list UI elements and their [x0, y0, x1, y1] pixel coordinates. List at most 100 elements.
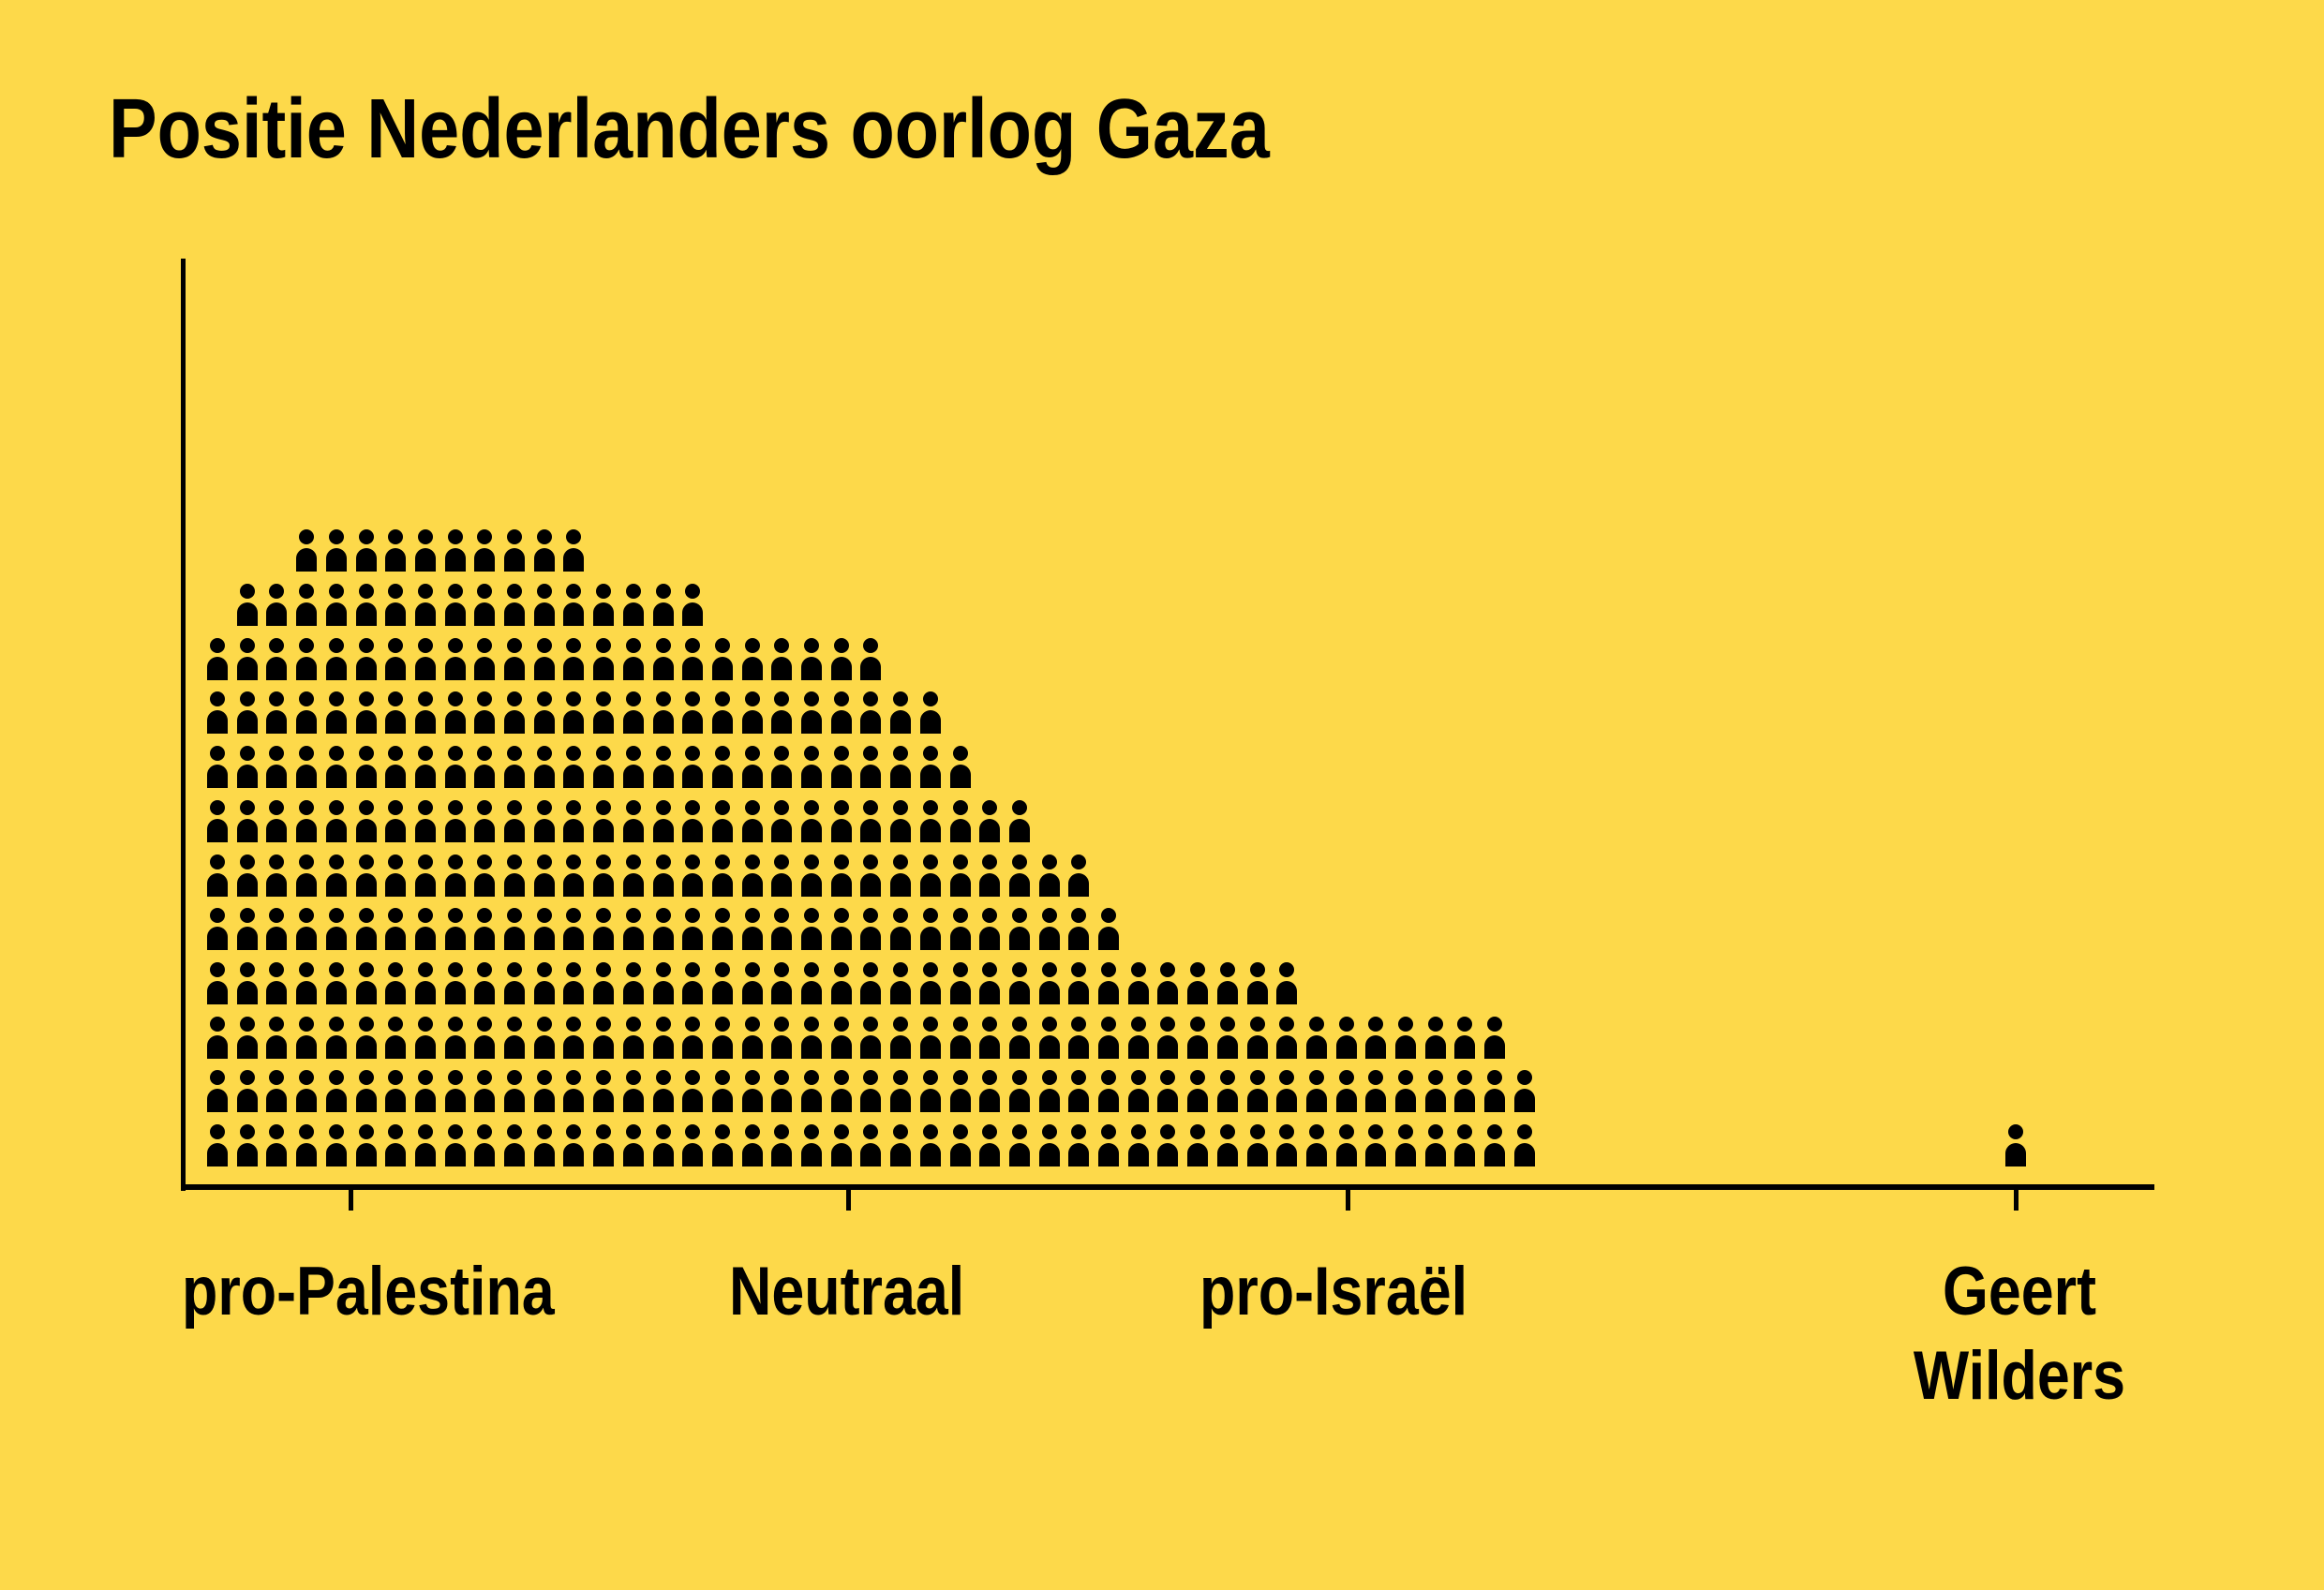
person-body-icon — [385, 818, 407, 842]
person-body-icon — [830, 872, 852, 897]
person-icon — [1038, 854, 1060, 897]
person-icon — [563, 691, 585, 735]
person-body-icon — [533, 548, 555, 572]
person-head-icon — [1130, 1070, 1146, 1086]
person-head-icon — [804, 691, 819, 707]
person-head-icon — [566, 746, 582, 762]
person-icon — [652, 746, 674, 789]
person-body-icon — [563, 1089, 585, 1113]
person-body-icon — [979, 980, 1001, 1004]
person-head-icon — [952, 1124, 968, 1139]
person-body-icon — [593, 1089, 615, 1113]
person-icon — [682, 584, 704, 626]
person-body-icon — [1187, 980, 1209, 1004]
person-icon — [355, 637, 377, 680]
person-icon — [1484, 1070, 1506, 1113]
person-icon — [652, 961, 674, 1004]
person-body-icon — [741, 927, 763, 951]
person-head-icon — [952, 746, 968, 762]
person-head-icon — [239, 584, 255, 599]
person-head-icon — [655, 1124, 671, 1139]
person-head-icon — [833, 854, 849, 869]
person-icon — [860, 691, 882, 735]
person-icon — [919, 1070, 941, 1113]
person-icon — [1395, 1124, 1416, 1166]
person-icon — [741, 1070, 763, 1113]
person-icon — [444, 1124, 466, 1166]
person-icon — [830, 746, 852, 789]
person-body-icon — [622, 818, 644, 842]
person-body-icon — [266, 1089, 288, 1113]
person-body-icon — [1157, 1034, 1179, 1059]
person-head-icon — [328, 908, 344, 924]
person-icon — [711, 961, 733, 1004]
person-icon — [801, 1016, 822, 1059]
person-body-icon — [444, 872, 466, 897]
person-body-icon — [444, 818, 466, 842]
person-body-icon — [444, 927, 466, 951]
person-icon — [325, 961, 347, 1004]
person-body-icon — [801, 710, 822, 735]
person-icon — [979, 854, 1001, 897]
person-body-icon — [533, 1143, 555, 1166]
person-icon — [593, 1016, 615, 1059]
person-icon — [414, 637, 436, 680]
person-head-icon — [477, 799, 493, 815]
person-body-icon — [563, 656, 585, 680]
person-head-icon — [1398, 1016, 1413, 1032]
person-icon — [236, 1016, 258, 1059]
person-body-icon — [266, 656, 288, 680]
person-icon — [1216, 961, 1238, 1004]
person-head-icon — [893, 691, 909, 707]
person-head-icon — [1041, 1016, 1057, 1032]
person-body-icon — [1098, 980, 1119, 1004]
person-body-icon — [1098, 1143, 1119, 1166]
person-head-icon — [685, 584, 701, 599]
person-head-icon — [507, 584, 522, 599]
person-head-icon — [1130, 1016, 1146, 1032]
person-icon — [414, 799, 436, 842]
person-head-icon — [358, 529, 374, 545]
person-head-icon — [417, 961, 433, 977]
person-icon — [860, 1070, 882, 1113]
person-head-icon — [685, 637, 701, 653]
person-body-icon — [1038, 872, 1060, 897]
person-icon — [207, 961, 228, 1004]
person-body-icon — [355, 1089, 377, 1113]
person-head-icon — [210, 691, 225, 707]
person-head-icon — [1041, 961, 1057, 977]
person-head-icon — [596, 1070, 612, 1086]
person-icon — [1008, 1070, 1030, 1113]
person-icon — [593, 637, 615, 680]
person-head-icon — [1190, 1124, 1206, 1139]
person-head-icon — [804, 1124, 819, 1139]
person-head-icon — [863, 1070, 879, 1086]
person-head-icon — [1398, 1124, 1413, 1139]
person-head-icon — [714, 637, 730, 653]
person-body-icon — [682, 927, 704, 951]
person-head-icon — [358, 691, 374, 707]
person-head-icon — [1457, 1070, 1473, 1086]
person-icon — [771, 854, 793, 897]
person-head-icon — [655, 1070, 671, 1086]
person-icon — [741, 961, 763, 1004]
person-body-icon — [652, 765, 674, 789]
person-icon — [1187, 1070, 1209, 1113]
person-body-icon — [563, 1143, 585, 1166]
person-body-icon — [414, 1089, 436, 1113]
person-icon — [325, 637, 347, 680]
person-head-icon — [863, 746, 879, 762]
person-body-icon — [919, 980, 941, 1004]
person-icon — [474, 799, 496, 842]
person-body-icon — [593, 656, 615, 680]
person-head-icon — [417, 746, 433, 762]
x-label-pro-palestina: pro-Palestina — [182, 1254, 555, 1330]
person-head-icon — [685, 1070, 701, 1086]
person-body-icon — [504, 818, 525, 842]
person-body-icon — [622, 1143, 644, 1166]
person-icon — [325, 1070, 347, 1113]
person-icon — [682, 691, 704, 735]
person-body-icon — [504, 1089, 525, 1113]
person-body-icon — [593, 765, 615, 789]
person-body-icon — [296, 765, 318, 789]
